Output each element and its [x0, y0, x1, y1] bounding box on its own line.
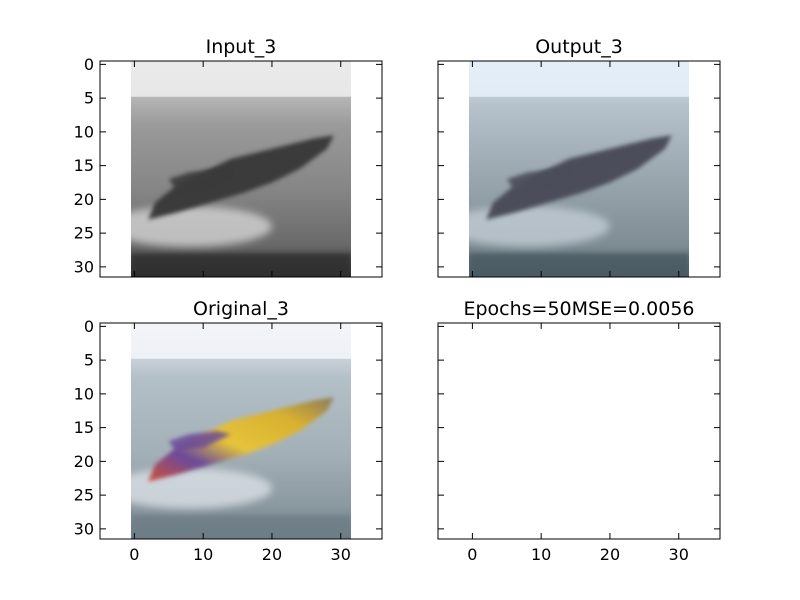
y-tick-label: 5: [84, 89, 94, 108]
image: [468, 61, 690, 277]
wake-spray: [468, 206, 610, 247]
sky-band: [130, 323, 352, 359]
boat-hull: [148, 135, 334, 220]
panel-title: Original_3: [193, 298, 289, 320]
y-tick-label: 20: [74, 190, 94, 209]
bottom-band: [130, 515, 352, 539]
y-tick-label: 15: [74, 156, 94, 175]
boat-cabin: [506, 169, 569, 190]
y-tick-label: 0: [84, 317, 94, 336]
panel-epochs-mse: 0 10 20 30 Epochs=50MSE=0.0056: [437, 298, 721, 564]
panel-original: 0 10 20 30 0 5 10 15 20 25 30 Original_3: [74, 298, 383, 564]
sky-band: [130, 61, 352, 97]
x-tick-label: 0: [129, 545, 139, 564]
wake-spray: [130, 468, 272, 509]
y-tick-label: 25: [74, 224, 94, 243]
x-tick-label: 20: [600, 545, 620, 564]
axes-frame: [437, 60, 721, 278]
y-tick-label: 5: [84, 351, 94, 370]
boat-cabin: [168, 169, 231, 190]
y-tick-label: 10: [74, 384, 94, 403]
wake-spray: [130, 206, 272, 247]
y-tick-label: 0: [84, 55, 94, 74]
x-tick-label: 30: [331, 545, 351, 564]
panel-title: Output_3: [535, 36, 623, 58]
x-tick-label: 20: [262, 545, 282, 564]
sky-band: [468, 61, 690, 97]
panel-input: 0 5 10 15 20 25 30 Input_3: [74, 36, 383, 278]
y-tick-label: 10: [74, 122, 94, 141]
x-tick-label: 10: [531, 545, 551, 564]
boat-cabin: [168, 431, 231, 452]
panel-title: Epochs=50MSE=0.0056: [463, 298, 694, 320]
y-tick-label: 15: [74, 418, 94, 437]
bottom-band: [468, 253, 690, 277]
y-tick-label: 30: [74, 519, 94, 538]
image: [130, 61, 352, 277]
boat-hull: [148, 397, 334, 482]
panel-title: Input_3: [206, 36, 277, 58]
y-tick-label: 25: [74, 486, 94, 505]
x-tick-label: 0: [467, 545, 477, 564]
x-tick-label: 30: [669, 545, 689, 564]
x-tick-label: 10: [193, 545, 213, 564]
boat-hull: [486, 135, 672, 220]
panel-output: Output_3: [437, 36, 721, 278]
axes-frame: [99, 322, 383, 540]
y-tick-label: 20: [74, 452, 94, 471]
axes-frame: [437, 322, 721, 540]
image: [130, 323, 352, 539]
bottom-band: [130, 253, 352, 277]
axes-frame: [99, 60, 383, 278]
y-tick-label: 30: [74, 257, 94, 276]
